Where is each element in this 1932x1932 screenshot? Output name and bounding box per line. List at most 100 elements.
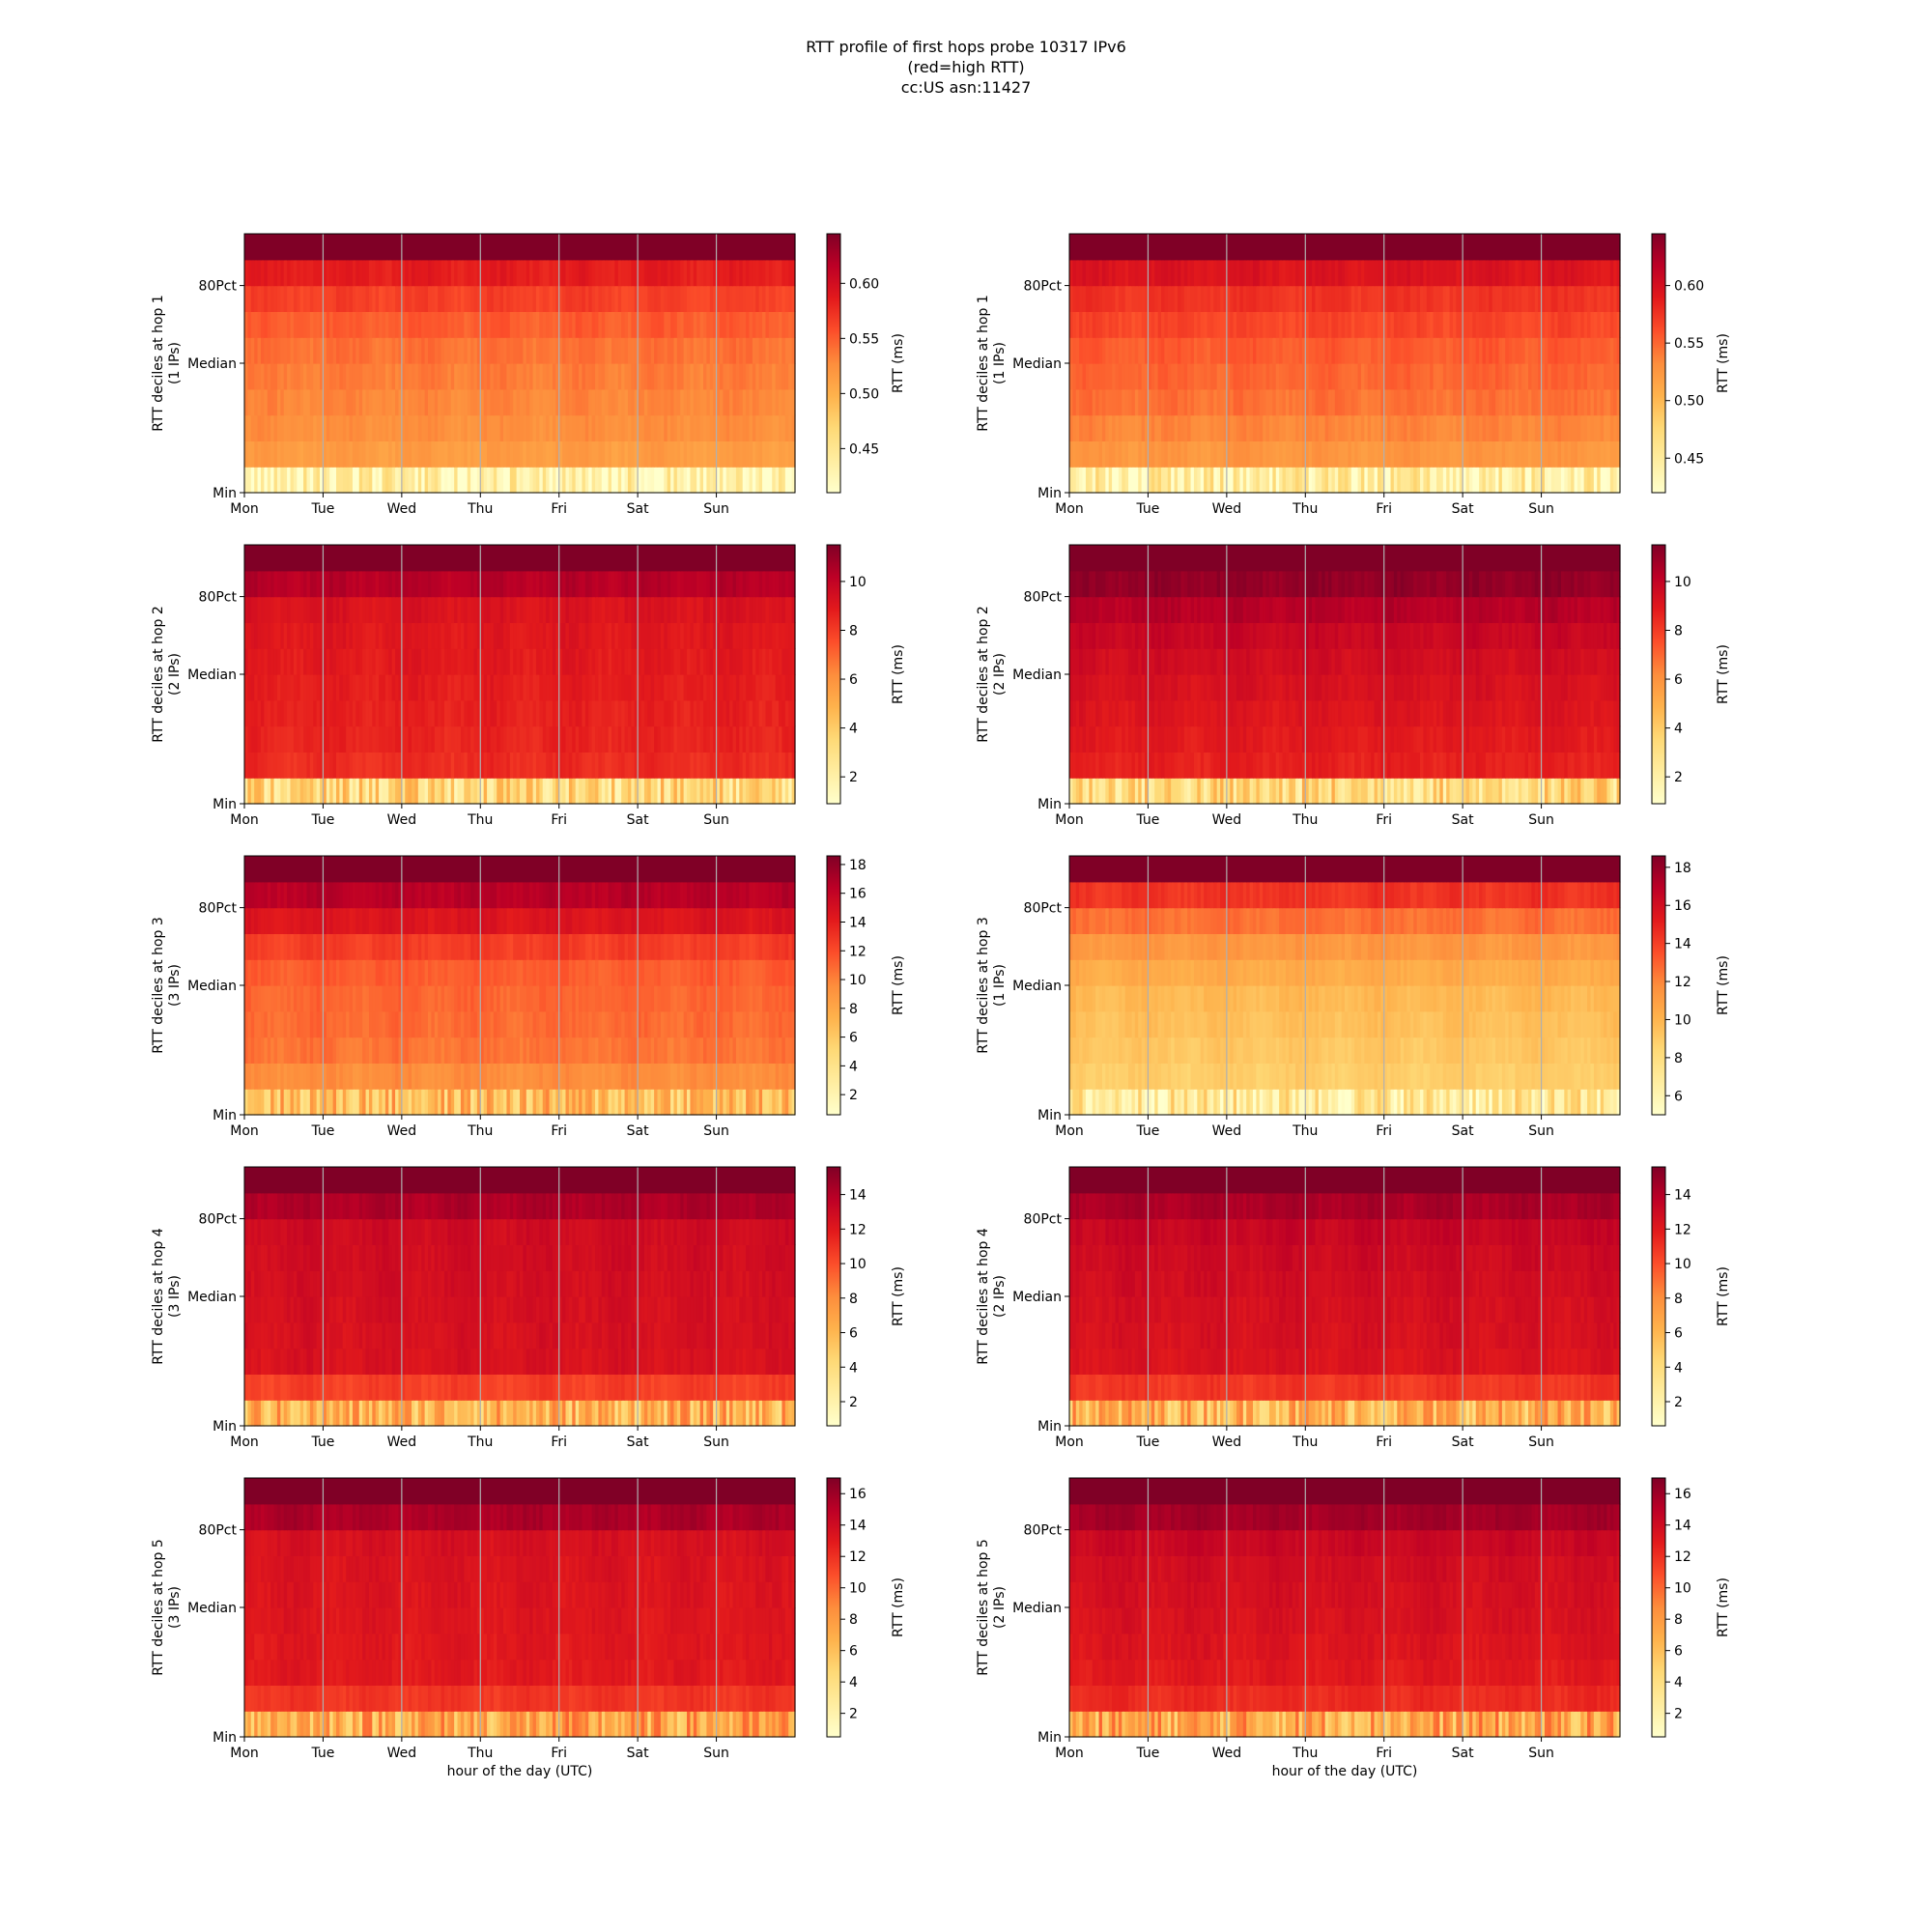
heatmap-cell [732,285,737,312]
heatmap-cell [1531,467,1536,494]
heatmap-cell [752,778,756,805]
heatmap-cell [555,752,560,779]
heatmap-cell [260,596,265,623]
heatmap-cell [332,699,337,727]
heatmap-cell [667,388,671,416]
heatmap-cell [555,337,560,364]
heatmap-cell [520,752,524,779]
heatmap-cell [520,596,524,623]
heatmap-cell [732,596,737,623]
heatmap-cell [546,363,551,390]
heatmap-cell [352,440,356,468]
heatmap-cell [270,622,275,649]
heatmap-cell [1331,311,1336,338]
heatmap-cell [1177,414,1181,441]
heatmap-cell [497,440,501,468]
heatmap-cell [1508,363,1513,390]
heatmap-cell [1230,285,1235,312]
heatmap-cell [1364,259,1369,287]
heatmap-cell [320,545,325,572]
heatmap-cell [742,440,747,468]
heatmap-cell [1187,259,1192,287]
heatmap-cell [699,467,704,494]
heatmap-cell [1324,285,1329,312]
heatmap-cell [735,467,740,494]
heatmap-cell [250,234,255,261]
heatmap-cell [398,699,403,727]
heatmap-cell [1190,440,1195,468]
heatmap-cell [687,778,692,805]
heatmap-cell [1463,388,1467,416]
heatmap-cell [1574,337,1578,364]
heatmap-cell [447,285,452,312]
heatmap-cell [326,234,330,261]
heatmap-cell [412,596,416,623]
heatmap-cell [713,259,718,287]
heatmap-cell [546,388,551,416]
heatmap-cell [362,622,367,649]
heatmap-cell [1216,234,1221,261]
heatmap-cell [1452,311,1457,338]
heatmap-cell [749,467,753,494]
heatmap-cell [408,311,412,338]
heatmap-cell [483,674,488,701]
heatmap-cell [781,648,786,675]
heatmap-cell [558,234,563,261]
heatmap-cell [1528,388,1532,416]
heatmap-cell [329,674,334,701]
heatmap-cell [1131,467,1136,494]
heatmap-cell [1233,440,1237,468]
heatmap-cell [365,467,370,494]
heatmap-cell [316,337,321,364]
heatmap-cell [1390,388,1395,416]
heatmap-cell [1364,414,1369,441]
heatmap-cell [627,414,632,441]
heatmap-cell [516,414,521,441]
heatmap-cell [788,363,793,390]
heatmap-cell [568,363,573,390]
heatmap-cell [352,752,356,779]
heatmap-cell [1204,234,1208,261]
heatmap-cell [638,648,642,675]
heatmap-cell [670,725,675,753]
heatmap-cell [1505,363,1510,390]
heatmap-cell [1465,440,1470,468]
heatmap-cell [309,622,314,649]
heatmap-cell [1324,363,1329,390]
heatmap-cell [1230,337,1235,364]
heatmap-cell [490,388,495,416]
heatmap-cell [358,752,363,779]
heatmap-cell [1164,234,1169,261]
heatmap-cell [1161,440,1165,468]
heatmap-cell [1334,467,1339,494]
heatmap-cell [742,363,747,390]
heatmap-cell [1124,388,1129,416]
heatmap-cell [1541,414,1546,441]
heatmap-cell [640,234,645,261]
heatmap-cell [516,674,521,701]
heatmap-cell [638,778,642,805]
heatmap-cell [509,622,514,649]
heatmap-cell [1433,414,1437,441]
heatmap-cell [667,622,671,649]
heatmap-cell [267,545,271,572]
heatmap-cell [516,570,521,598]
heatmap-cell [781,388,786,416]
heatmap-cell [1501,467,1506,494]
heatmap-cell [1141,388,1146,416]
heatmap-cell [755,622,760,649]
heatmap-cell [1423,414,1428,441]
heatmap-cell [1492,414,1496,441]
heatmap-cell [408,388,412,416]
heatmap-cell [487,699,492,727]
heatmap-cell [342,725,347,753]
heatmap-cell [716,337,721,364]
heatmap-cell [657,648,662,675]
heatmap-cell [739,699,744,727]
heatmap-cell [1220,311,1225,338]
heatmap-cell [765,285,770,312]
heatmap-cell [1360,363,1365,390]
heatmap-cell [454,778,459,805]
heatmap-cell [1465,467,1470,494]
heatmap-cell [758,440,763,468]
